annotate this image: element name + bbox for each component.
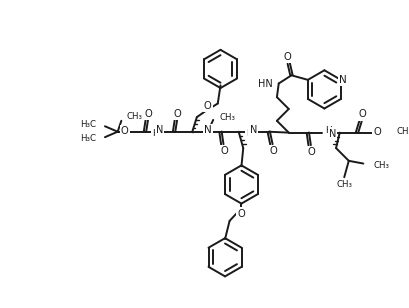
Text: CH₃: CH₃ [373,161,389,170]
Text: N: N [339,75,347,85]
Text: O: O [308,147,315,157]
Text: O: O [238,209,245,219]
Text: H₃C: H₃C [80,135,96,144]
Text: HN: HN [258,79,272,89]
Text: CH₃: CH₃ [336,180,352,189]
Text: O: O [145,108,153,119]
Text: CH₃: CH₃ [127,112,143,121]
Text: CH₃: CH₃ [220,113,236,122]
Text: N: N [329,128,336,139]
Text: H: H [153,129,159,138]
Text: O: O [204,101,211,111]
Text: N: N [249,125,257,135]
Text: O: O [121,126,128,136]
Text: N: N [156,125,163,135]
Text: O: O [270,146,277,156]
Text: O: O [174,108,182,119]
Text: H: H [246,129,253,138]
Text: O: O [359,109,366,120]
Text: H: H [325,126,332,135]
Text: O: O [284,52,292,62]
Text: O: O [373,127,381,137]
Text: O: O [220,146,228,156]
Text: H₃C: H₃C [80,120,96,129]
Text: N: N [204,125,211,135]
Text: CH₃: CH₃ [396,127,409,136]
